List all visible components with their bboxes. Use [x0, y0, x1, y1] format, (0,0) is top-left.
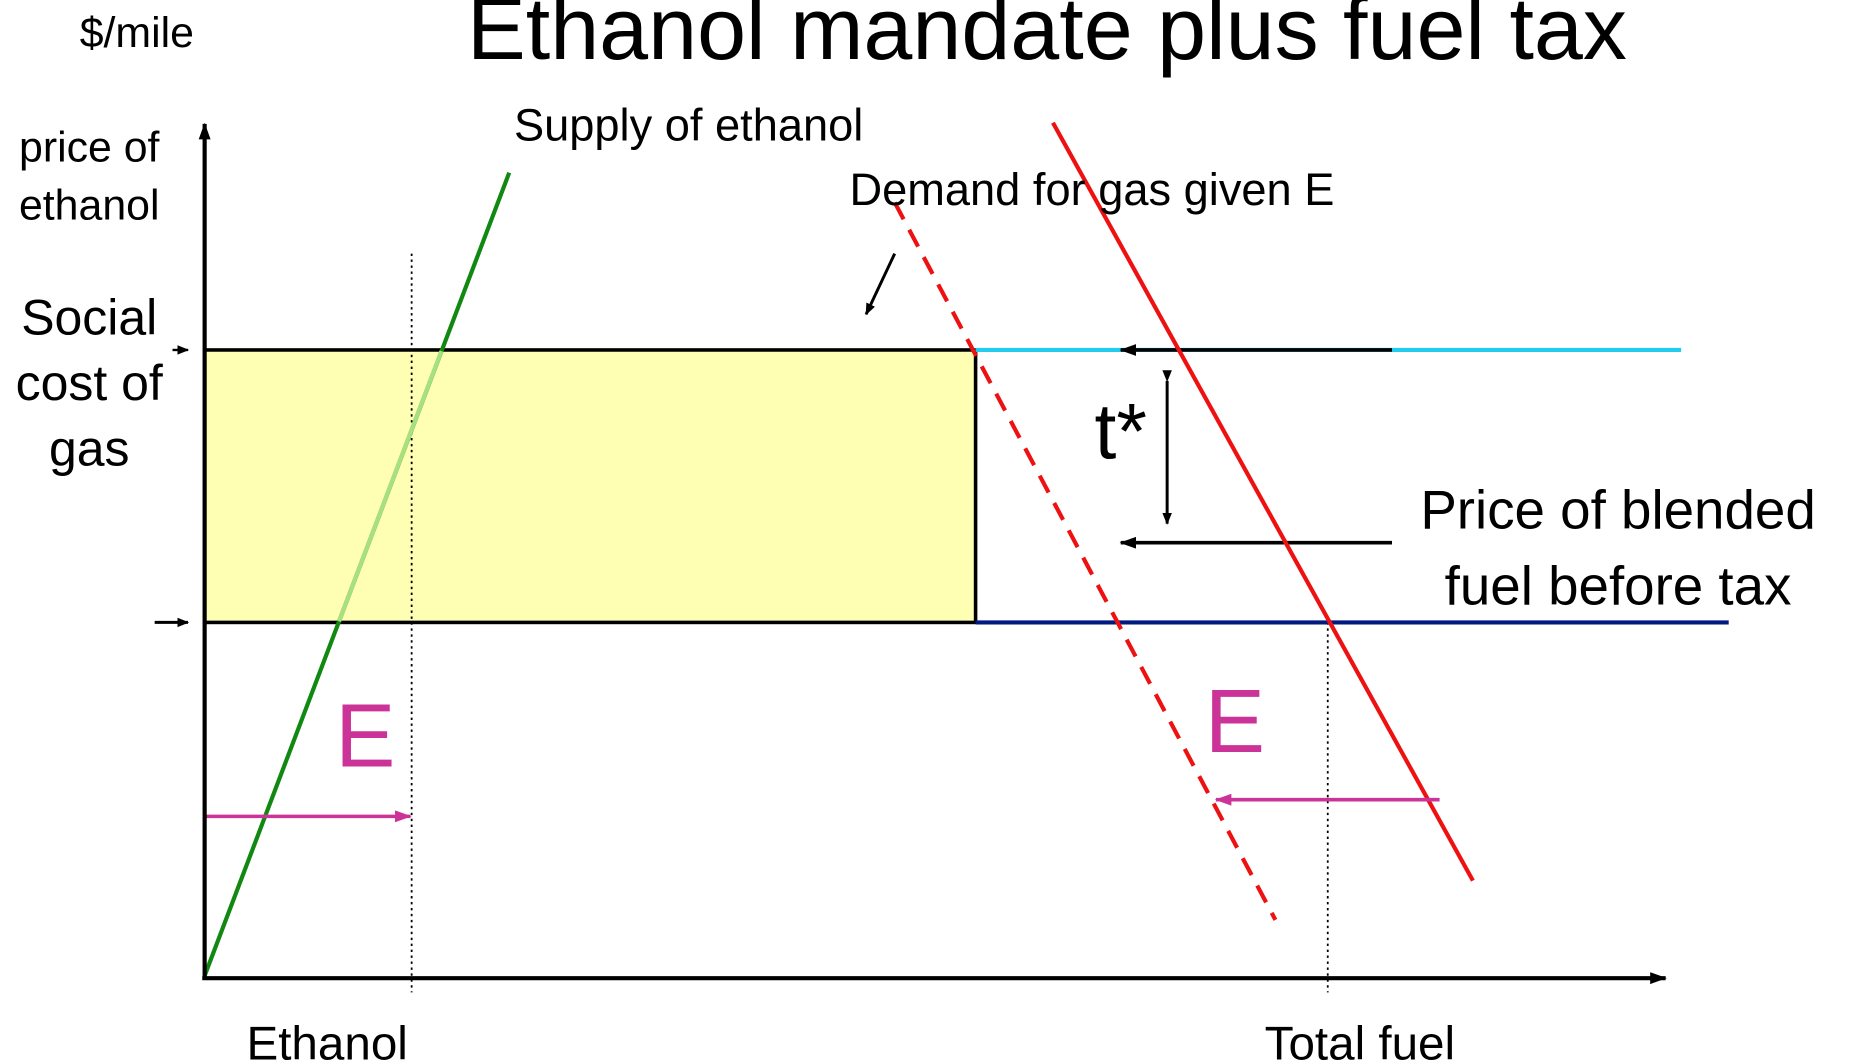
supply-curve-highlight: [337, 350, 444, 622]
label-pointer: [864, 252, 897, 316]
demand-curve: [1051, 121, 1475, 882]
social-cost-label: cost of: [16, 355, 163, 411]
price-label: fuel before tax: [1445, 555, 1792, 617]
social-cost-label: gas: [49, 420, 130, 476]
demand-label: Demand for gas given E: [849, 164, 1334, 215]
title: Ethanol mandate plus fuel tax: [467, 0, 1627, 78]
y-label: price of: [19, 123, 160, 171]
tax-revenue-area: [202, 348, 978, 625]
supply-label: Supply of ethanol: [514, 100, 863, 151]
tax-label: t*: [1095, 388, 1147, 476]
y-label: ethanol: [19, 182, 160, 230]
shift-label: E: [335, 685, 395, 786]
social-cost-label: Social: [21, 290, 157, 346]
y-unit: $/mile: [80, 9, 194, 57]
shift-label: E: [1205, 671, 1265, 772]
x-label: Total fuel: [1265, 1018, 1455, 1064]
shifted-demand-curve: [892, 201, 1278, 921]
x-label: Ethanol: [246, 1018, 407, 1064]
price-label: Price of blended: [1420, 479, 1815, 541]
